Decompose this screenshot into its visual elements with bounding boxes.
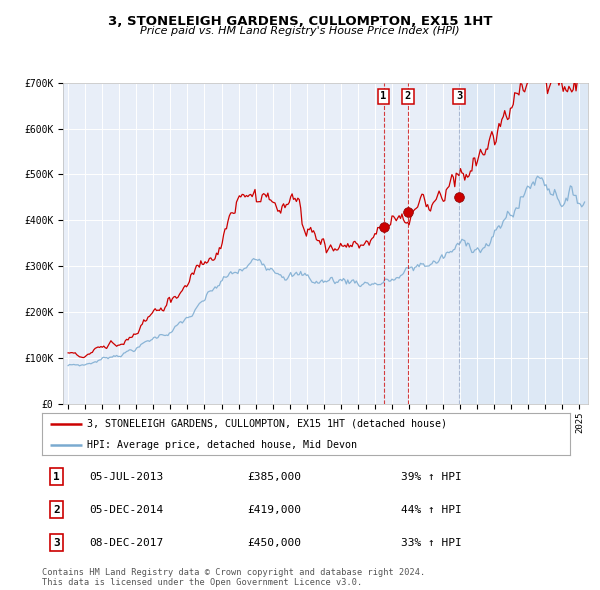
Text: 3, STONELEIGH GARDENS, CULLOMPTON, EX15 1HT (detached house): 3, STONELEIGH GARDENS, CULLOMPTON, EX15 … xyxy=(87,419,447,428)
Bar xyxy=(459,83,588,404)
Text: 44% ↑ HPI: 44% ↑ HPI xyxy=(401,505,462,514)
Text: £385,000: £385,000 xyxy=(247,472,301,481)
Text: 2: 2 xyxy=(405,91,411,101)
Text: HPI: Average price, detached house, Mid Devon: HPI: Average price, detached house, Mid … xyxy=(87,440,357,450)
Text: 3, STONELEIGH GARDENS, CULLOMPTON, EX15 1HT: 3, STONELEIGH GARDENS, CULLOMPTON, EX15 … xyxy=(108,15,492,28)
Text: 05-JUL-2013: 05-JUL-2013 xyxy=(89,472,164,481)
Text: £419,000: £419,000 xyxy=(247,505,301,514)
Text: 08-DEC-2017: 08-DEC-2017 xyxy=(89,538,164,548)
Text: 33% ↑ HPI: 33% ↑ HPI xyxy=(401,538,462,548)
Text: 3: 3 xyxy=(456,91,462,101)
Text: 39% ↑ HPI: 39% ↑ HPI xyxy=(401,472,462,481)
Text: Contains HM Land Registry data © Crown copyright and database right 2024.
This d: Contains HM Land Registry data © Crown c… xyxy=(42,568,425,587)
Text: 1: 1 xyxy=(380,91,387,101)
Text: 2: 2 xyxy=(53,505,59,514)
Text: Price paid vs. HM Land Registry's House Price Index (HPI): Price paid vs. HM Land Registry's House … xyxy=(140,26,460,36)
Text: 05-DEC-2014: 05-DEC-2014 xyxy=(89,505,164,514)
Text: 3: 3 xyxy=(53,538,59,548)
Text: 1: 1 xyxy=(53,472,59,481)
Text: £450,000: £450,000 xyxy=(247,538,301,548)
